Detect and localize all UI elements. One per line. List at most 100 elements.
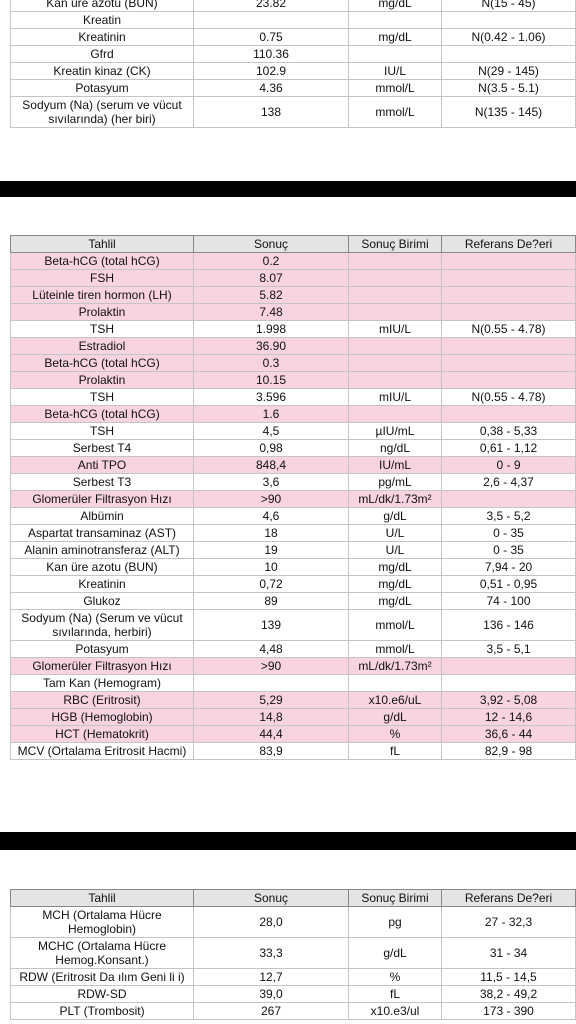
cell: 0.3 <box>193 354 349 372</box>
result-row: Tam Kan (Hemogram) <box>10 674 576 692</box>
cell: IU/L <box>348 62 442 80</box>
cell: 1.998 <box>193 320 349 338</box>
cell: 0,72 <box>193 575 349 593</box>
result-row: Kan üre azotu (BUN) 23.82 mg/dL N(15 - 45) <box>10 0 576 12</box>
cell: 173 - 390 <box>441 1002 576 1020</box>
cell: 31 - 34 <box>441 937 576 969</box>
cell: Potasyum <box>10 79 194 97</box>
lab-table: Tahlil Sonuç Sonuç Birimi Referans De?eri MC… <box>10 889 576 1020</box>
cell: 5.82 <box>193 286 349 304</box>
cell <box>348 674 442 692</box>
cell: N(15 - 45) <box>441 0 576 12</box>
cell <box>348 371 442 389</box>
cell: Sodyum (Na) (serum ve vücut sıvılarında)… <box>10 96 194 128</box>
cell: 3,5 - 5,2 <box>441 507 576 525</box>
result-row: MCH (Ortalama Hücre Hemoglobin) 28,0 pg 27 … <box>10 906 576 938</box>
cell: 2,6 - 4,37 <box>441 473 576 491</box>
cell: 4,48 <box>193 640 349 658</box>
result-row: Sodyum (Na) (Serum ve vücut sıvılarında,… <box>10 609 576 641</box>
cell: pg <box>348 906 442 938</box>
result-row: Kreatin kinaz (CK) 102.9 IU/L N(29 - 145) <box>10 62 576 80</box>
cell: 7.48 <box>193 303 349 321</box>
cell: >90 <box>193 657 349 675</box>
cell: 136 - 146 <box>441 609 576 641</box>
cell <box>441 252 576 270</box>
cell: 38,2 - 49,2 <box>441 985 576 1003</box>
cell: Beta-hCG (total hCG) <box>10 252 194 270</box>
cell: TSH <box>10 422 194 440</box>
cell: Kan üre azotu (BUN) <box>10 558 194 576</box>
cell: HCT (Hematokrit) <box>10 725 194 743</box>
cell: mIU/L <box>348 388 442 406</box>
table-block: Tahlil Sonuç Sonuç Birimi Referans De?eri MC… <box>10 889 576 1020</box>
result-row: Glukoz 89 mg/dL 74 - 100 <box>10 592 576 610</box>
header-cell: Referans De?eri <box>441 889 576 907</box>
cell <box>441 657 576 675</box>
cell: 12 - 14,6 <box>441 708 576 726</box>
cell: mmol/L <box>348 96 442 128</box>
cell: 82,9 - 98 <box>441 742 576 760</box>
cell <box>441 269 576 287</box>
cell: x10.e6/uL <box>348 691 442 709</box>
result-row: Potasyum 4,48 mmol/L 3,5 - 5,1 <box>10 640 576 658</box>
cell: N(135 - 145) <box>441 96 576 128</box>
cell: % <box>348 968 442 986</box>
cell: U/L <box>348 541 442 559</box>
result-row: RBC (Eritrosit) 5,29 x10.e6/uL 3,92 - 5,08 <box>10 691 576 709</box>
cell <box>441 371 576 389</box>
cell: N(29 - 145) <box>441 62 576 80</box>
cell: Anti TPO <box>10 456 194 474</box>
cell: 19 <box>193 541 349 559</box>
cell: Glomerüler Filtrasyon Hızı <box>10 657 194 675</box>
cell: g/dL <box>348 708 442 726</box>
cell: pg/mL <box>348 473 442 491</box>
cell: 1.6 <box>193 405 349 423</box>
header-cell: Referans De?eri <box>441 235 576 253</box>
result-row: Alanin aminotransferaz (ALT) 19 U/L 0 - 35 <box>10 541 576 559</box>
cell: 4,5 <box>193 422 349 440</box>
header-cell: Sonuç <box>193 889 349 907</box>
cell: 14,8 <box>193 708 349 726</box>
cell: Glukoz <box>10 592 194 610</box>
cell: TSH <box>10 320 194 338</box>
cell: 0.75 <box>193 28 349 46</box>
header-cell: Sonuç Birimi <box>348 235 442 253</box>
cell: Kreatinin <box>10 28 194 46</box>
cell: 18 <box>193 524 349 542</box>
cell: 102.9 <box>193 62 349 80</box>
cell: 0,38 - 5,33 <box>441 422 576 440</box>
cell: mL/dk/1.73m² <box>348 657 442 675</box>
result-row: Prolaktin 7.48 <box>10 303 576 321</box>
cell <box>348 303 442 321</box>
cell <box>441 45 576 63</box>
cell: x10.e3/ul <box>348 1002 442 1020</box>
cell: g/dL <box>348 937 442 969</box>
result-row: HCT (Hematokrit) 44,4% 36,6 - 44 <box>10 725 576 743</box>
cell: 0,51 - 0,95 <box>441 575 576 593</box>
cell: N(3.5 - 5.1) <box>441 79 576 97</box>
table-block: Tahlil Sonuç Sonuç Birimi Referans De?eri Be… <box>10 235 576 760</box>
lab-table: Kan üre azotu (BUN) 23.82 mg/dL N(15 - 45) K… <box>10 0 576 128</box>
cell: 27 - 32,3 <box>441 906 576 938</box>
cell: 267 <box>193 1002 349 1020</box>
header-cell: Tahlil <box>10 235 194 253</box>
cell: HGB (Hemoglobin) <box>10 708 194 726</box>
cell: mIU/L <box>348 320 442 338</box>
result-row: TSH 4,5 µIU/mL 0,38 - 5,33 <box>10 422 576 440</box>
cell: 110.36 <box>193 45 349 63</box>
cell: Kreatin kinaz (CK) <box>10 62 194 80</box>
result-row: PLT (Trombosit) 267 x10.e3/ul 173 - 390 <box>10 1002 576 1020</box>
separator-band <box>0 181 576 197</box>
cell: Potasyum <box>10 640 194 658</box>
cell: Gfrd <box>10 45 194 63</box>
result-row: MCV (Ortalama Eritrosit Hacmi) 83,9 fL 82,9… <box>10 742 576 760</box>
separator-band <box>0 832 576 850</box>
header-row: Tahlil Sonuç Sonuç Birimi Referans De?eri <box>10 889 576 907</box>
cell: 11,5 - 14,5 <box>441 968 576 986</box>
cell: TSH <box>10 388 194 406</box>
cell: 139 <box>193 609 349 641</box>
cell: Beta-hCG (total hCG) <box>10 405 194 423</box>
cell: 3,6 <box>193 473 349 491</box>
cell <box>348 337 442 355</box>
cell: MCH (Ortalama Hücre Hemoglobin) <box>10 906 194 938</box>
